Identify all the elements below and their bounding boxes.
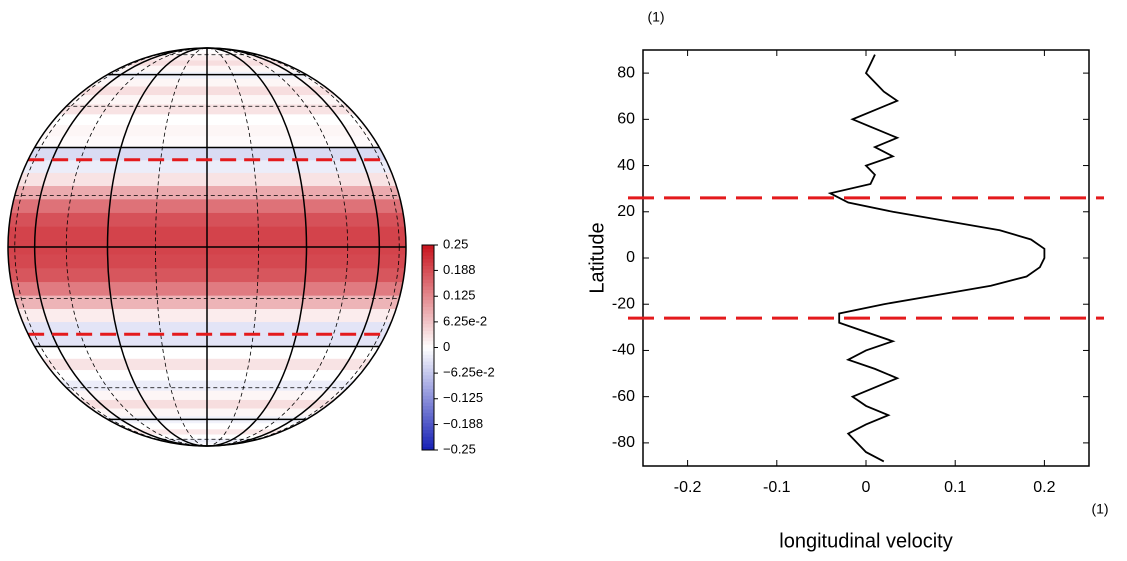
colorbar-cell	[422, 320, 434, 325]
colorbar-cell	[422, 395, 434, 400]
colorbar-cell	[422, 251, 434, 256]
colorbar-cell	[422, 439, 434, 444]
colorbar-cell	[422, 262, 434, 266]
colorbar-tick-label: 6.25e-2	[443, 313, 487, 328]
colorbar-cell	[422, 303, 434, 307]
colorbar-cell	[422, 333, 434, 338]
globe-grid	[8, 47, 406, 447]
colorbar-tick-label: 0	[443, 339, 450, 354]
colorbar-cell	[422, 354, 434, 359]
x-tick-label: -0.1	[763, 479, 791, 496]
colorbar-cell	[422, 405, 434, 410]
y-unit: (1)	[647, 9, 664, 25]
colorbar-cell	[422, 426, 434, 430]
colorbar-cell	[422, 292, 434, 297]
y-tick-label: 0	[626, 249, 635, 266]
colorbar-cell	[422, 265, 434, 270]
x-tick-label: 0	[862, 479, 871, 496]
x-unit: (1)	[1091, 501, 1108, 517]
colorbar-cell	[422, 327, 434, 331]
colorbar-cell	[422, 371, 434, 376]
colorbar-tick-label: −0.25	[443, 441, 476, 456]
colorbar-tick-label: 0.125	[443, 288, 476, 303]
y-axis-label: Latitude	[586, 222, 608, 293]
colorbar-cell	[422, 309, 434, 314]
colorbar-cell	[422, 374, 434, 379]
colorbar-cell	[422, 299, 434, 304]
colorbar-cell	[422, 385, 434, 389]
colorbar-cell	[422, 422, 434, 427]
colorbar-cell	[422, 344, 434, 348]
colorbar-cell	[422, 313, 434, 318]
colorbar-cell	[422, 402, 434, 407]
colorbar-cell	[422, 415, 434, 420]
colorbar-cell	[422, 272, 434, 277]
colorbar-cell	[422, 412, 434, 417]
colorbar-cell	[422, 436, 434, 441]
colorbar-tick-label: 0.188	[443, 262, 476, 277]
x-tick-label: 0.1	[944, 479, 966, 496]
colorbar-cell	[422, 361, 434, 366]
y-tick-label: -80	[612, 434, 635, 451]
colorbar-cell	[422, 258, 434, 263]
colorbar-cell	[422, 289, 434, 294]
colorbar-cell	[422, 364, 434, 369]
colorbar-tick-label: −0.125	[443, 390, 483, 405]
globe-outline	[7, 47, 407, 447]
colorbar-cell	[422, 357, 434, 362]
colorbar-cell	[422, 316, 434, 321]
x-tick-label: 0.2	[1033, 479, 1055, 496]
y-tick-label: -60	[612, 388, 635, 405]
colorbar-tick-label: −0.188	[443, 416, 483, 431]
colorbar-cell	[422, 381, 434, 386]
colorbar-cell	[422, 347, 434, 352]
colorbar-cell	[422, 282, 434, 287]
y-tick-label: -20	[612, 295, 635, 312]
colorbar-tick-label: 0.25	[443, 236, 468, 251]
colorbar-cell	[422, 245, 434, 249]
colorbar-cell	[422, 432, 434, 437]
colorbar-cell	[422, 409, 434, 413]
colorbar-cell	[422, 388, 434, 393]
colorbar-cell	[422, 350, 434, 355]
colorbar-cell	[422, 330, 434, 335]
colorbar-cell	[422, 378, 434, 383]
colorbar-cell	[422, 323, 434, 328]
colorbar-cell	[422, 275, 434, 280]
colorbar-cell	[422, 286, 434, 290]
colorbar-cell	[422, 446, 434, 451]
colorbar-cell	[422, 443, 434, 448]
colorbar-cell	[422, 279, 434, 284]
colorbar-cell	[422, 391, 434, 396]
colorbar-cell	[422, 255, 434, 260]
plot-frame	[642, 49, 1090, 467]
colorbar-cell	[422, 306, 434, 311]
colorbar-cell	[422, 398, 434, 403]
colorbar-cell	[422, 340, 434, 345]
colorbar-cell	[422, 419, 434, 424]
colorbar-cell	[422, 337, 434, 342]
x-axis-label: longitudinal velocity	[779, 530, 952, 552]
x-tick-label: -0.2	[674, 479, 702, 496]
y-tick-label: 80	[617, 64, 635, 81]
colorbar-cell	[422, 268, 434, 273]
y-tick-label: 40	[617, 157, 635, 174]
colorbar-cell	[422, 429, 434, 434]
y-tick-label: 20	[617, 203, 635, 220]
colorbar-cell	[422, 296, 434, 301]
colorbar-tick-label: −6.25e-2	[443, 365, 495, 380]
y-tick-label: -40	[612, 342, 635, 359]
colorbar-cell	[422, 248, 434, 253]
colorbar-cell	[422, 368, 434, 372]
line-series	[827, 54, 1046, 463]
y-tick-label: 60	[617, 111, 635, 128]
